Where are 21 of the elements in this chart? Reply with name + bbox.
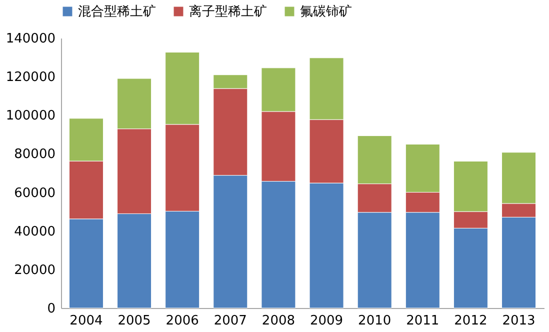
y-tick-label: 0 bbox=[47, 302, 56, 316]
x-tick-label: 2007 bbox=[214, 314, 247, 328]
x-tick-label: 2006 bbox=[166, 314, 199, 328]
y-tick-label: 40000 bbox=[14, 224, 56, 240]
legend-label: 离子型稀土矿 bbox=[189, 4, 267, 20]
x-tick-label: 2013 bbox=[502, 314, 536, 328]
y-tick-label: 140000 bbox=[6, 32, 56, 46]
x-tick-label: 2008 bbox=[262, 314, 296, 328]
x-tick-label: 2011 bbox=[406, 314, 440, 328]
y-tick-label: 60000 bbox=[14, 186, 56, 201]
y-tick-label: 100000 bbox=[6, 108, 56, 124]
y-tick-label: 20000 bbox=[14, 262, 56, 278]
x-tick-label: 2012 bbox=[454, 314, 488, 328]
x-tick-label: 2009 bbox=[310, 314, 344, 328]
x-tick-label: 2005 bbox=[118, 314, 151, 328]
y-tick-label: 120000 bbox=[6, 70, 56, 86]
legend-label: 混合型稀土矿 bbox=[78, 4, 156, 20]
legend-label: 氟碳铈矿 bbox=[300, 4, 352, 20]
x-tick-label: 2004 bbox=[70, 314, 103, 328]
y-tick-label: 80000 bbox=[14, 147, 56, 162]
x-tick-label: 2010 bbox=[358, 314, 392, 328]
